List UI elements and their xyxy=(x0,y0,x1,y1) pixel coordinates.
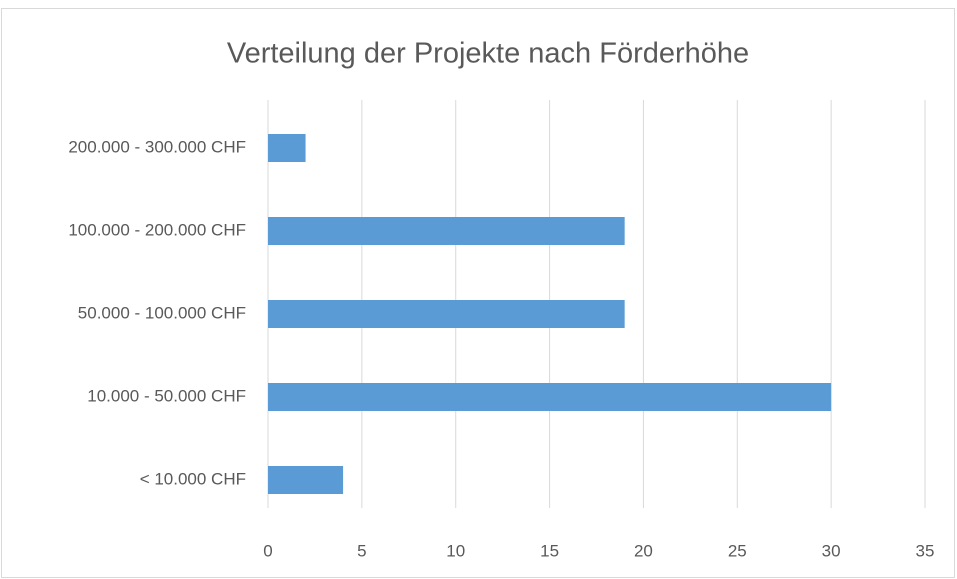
bar xyxy=(268,217,625,245)
x-tick-label: 25 xyxy=(728,541,747,560)
x-tick-label: 0 xyxy=(263,541,272,560)
x-tick-label: 10 xyxy=(446,541,465,560)
y-tick-label: < 10.000 CHF xyxy=(140,469,246,488)
bar xyxy=(268,466,344,494)
y-tick-label: 10.000 - 50.000 CHF xyxy=(87,386,246,405)
bar xyxy=(268,134,306,162)
y-tick-label: 200.000 - 300.000 CHF xyxy=(68,137,246,156)
x-tick-label: 30 xyxy=(822,541,841,560)
bar xyxy=(268,383,832,411)
y-tick-label: 100.000 - 200.000 CHF xyxy=(68,220,246,239)
y-tick-label: 50.000 - 100.000 CHF xyxy=(78,303,246,322)
x-tick-label: 20 xyxy=(634,541,653,560)
x-tick-label: 35 xyxy=(916,541,935,560)
bar xyxy=(268,300,625,328)
chart-title: Verteilung der Projekte nach Förderhöhe xyxy=(227,38,749,70)
x-tick-label: 5 xyxy=(357,541,366,560)
chart-border xyxy=(1,8,955,578)
x-tick-label: 15 xyxy=(540,541,559,560)
